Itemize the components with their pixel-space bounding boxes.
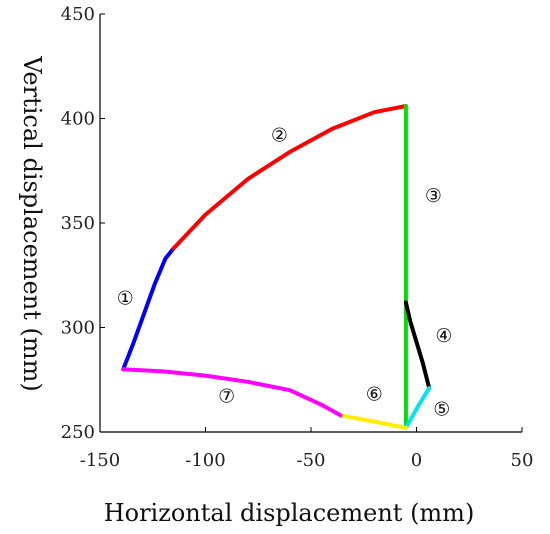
y-tick-label: 400 — [61, 109, 95, 130]
segment-label-3: ③ — [425, 185, 442, 207]
series-line-2 — [171, 104, 408, 251]
segment-label-5: ⑤ — [433, 398, 450, 420]
y-tick-label: 350 — [61, 213, 95, 234]
series-line-4 — [403, 300, 432, 391]
x-tick-label: -100 — [185, 450, 225, 471]
x-tick-label: -150 — [80, 450, 120, 471]
segment-label-6: ⑥ — [366, 384, 383, 406]
x-ticks: -150 -100 -50 0 50 — [80, 427, 534, 471]
y-tick-label: 450 — [61, 4, 95, 25]
series-line-1 — [121, 246, 176, 372]
segment-labels: ① ② ③ ④ ⑤ ⑥ ⑦ — [117, 124, 453, 420]
segment-label-7: ⑦ — [218, 386, 235, 408]
series-line-6 — [338, 413, 408, 430]
series-line-5 — [403, 386, 432, 430]
x-tick-label: 50 — [511, 450, 534, 471]
y-ticks: 250 300 350 400 450 — [61, 4, 105, 443]
series-line-7 — [121, 367, 343, 418]
segment-label-1: ① — [117, 288, 134, 310]
y-tick-label: 300 — [61, 318, 95, 339]
y-tick-label: 250 — [61, 422, 95, 443]
segment-label-4: ④ — [435, 325, 452, 347]
x-tick-label: 0 — [411, 450, 422, 471]
segment-label-2: ② — [271, 124, 288, 146]
plot-series — [121, 104, 432, 430]
x-tick-label: -50 — [297, 450, 326, 471]
y-axis-title: Vertical displacement (mm) — [18, 55, 46, 391]
x-axis-title: Horizontal displacement (mm) — [104, 499, 475, 527]
